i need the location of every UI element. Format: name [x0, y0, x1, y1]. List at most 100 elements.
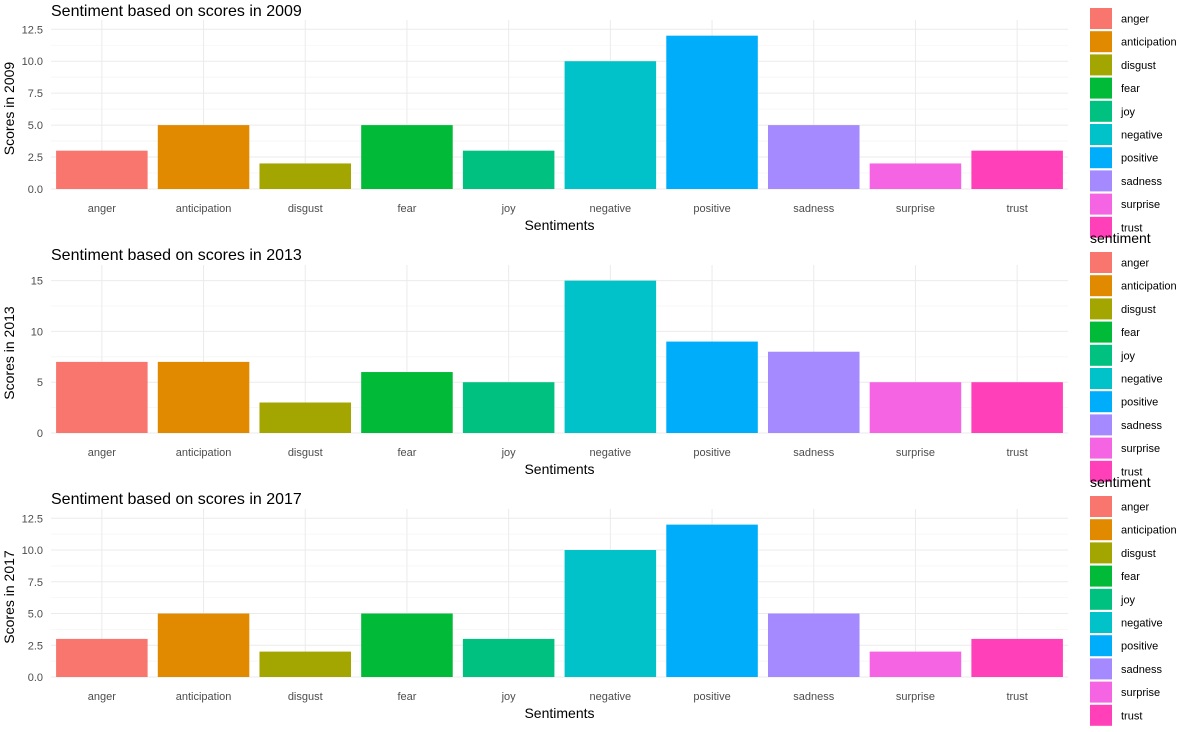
legend-label: surprise [1121, 443, 1160, 455]
legend-label: anger [1121, 502, 1149, 514]
x-tick-label: positive [693, 691, 730, 703]
bar-trust [971, 382, 1063, 433]
legend-key-joy [1090, 588, 1112, 610]
legend-key-trust [1090, 460, 1112, 482]
bar-surprise [869, 382, 962, 433]
bar-anger [56, 361, 148, 433]
y-tick-label: 5 [37, 377, 43, 389]
y-tick-label: 7.5 [28, 577, 43, 589]
legend-key-negative [1090, 124, 1112, 145]
legend-key-sadness [1090, 414, 1112, 436]
legend-label: sadness [1121, 176, 1162, 188]
bar-disgust [259, 402, 352, 433]
y-axis-label: Scores in 2013 [1, 306, 17, 400]
legend-label: surprise [1121, 199, 1160, 211]
legend-label: anticipation [1121, 37, 1177, 49]
chart-title: Sentiment based on scores in 2017 [51, 491, 302, 508]
x-tick-label: negative [590, 691, 632, 703]
bar-anticipation [157, 361, 250, 433]
legend-label: trust [1121, 710, 1142, 722]
legend-key-disgust [1090, 54, 1112, 76]
x-tick-label: anger [88, 691, 116, 703]
x-axis-label: Sentiments [524, 461, 594, 477]
legend-title: sentiment [1090, 230, 1151, 246]
legend-label: disgust [1121, 548, 1156, 560]
y-tick-label: 10.0 [22, 56, 43, 68]
legend-label: fear [1121, 571, 1140, 583]
bar-fear [361, 613, 453, 677]
legend-label: joy [1120, 350, 1136, 362]
x-tick-label: trust [1006, 447, 1027, 459]
legend-label: anticipation [1121, 525, 1177, 537]
y-tick-label: 0 [37, 428, 43, 440]
bar-anger [56, 638, 148, 677]
bar-surprise [869, 163, 962, 189]
legend-title: sentiment [1090, 474, 1151, 490]
legend-key-trust [1090, 704, 1112, 726]
x-tick-label: sadness [793, 447, 834, 459]
legend-key-positive [1090, 391, 1112, 413]
legend-label: negative [1121, 618, 1163, 630]
y-tick-label: 2.5 [28, 640, 43, 652]
y-tick-label: 0.0 [28, 184, 43, 196]
y-tick-label: 5.0 [28, 609, 43, 621]
legend-key-joy [1090, 100, 1112, 122]
legend-key-joy [1090, 344, 1112, 366]
legend-label: fear [1121, 83, 1140, 95]
y-axis-label: Scores in 2009 [1, 62, 17, 156]
x-tick-label: fear [397, 447, 416, 459]
legend-key-sadness [1090, 658, 1112, 680]
bar-positive [666, 35, 758, 189]
legend-key-fear [1090, 321, 1112, 343]
legend-key-fear [1090, 565, 1112, 587]
bar-sadness [767, 351, 860, 433]
bar-sadness [767, 613, 860, 677]
legend-label: surprise [1121, 687, 1160, 699]
x-tick-label: disgust [288, 691, 323, 703]
bar-fear [361, 125, 453, 189]
legend-label: negative [1121, 130, 1163, 142]
x-tick-label: trust [1006, 691, 1027, 703]
legend-key-positive [1090, 635, 1112, 657]
legend-label: sadness [1121, 664, 1162, 676]
bar-surprise [869, 651, 962, 677]
x-tick-label: disgust [288, 203, 323, 215]
x-tick-label: anticipation [176, 203, 232, 215]
x-tick-label: anticipation [176, 447, 232, 459]
legend-label: positive [1121, 641, 1158, 653]
bar-joy [462, 638, 555, 677]
bar-anticipation [157, 125, 250, 189]
x-tick-label: joy [501, 447, 517, 459]
bar-joy [462, 150, 555, 189]
legend-key-fear [1090, 77, 1112, 99]
bar-sadness [767, 125, 860, 189]
legend-key-anticipation [1090, 275, 1112, 297]
chart-title: Sentiment based on scores in 2013 [51, 247, 302, 264]
legend-key-trust [1090, 216, 1112, 238]
x-tick-label: joy [501, 203, 517, 215]
x-tick-label: fear [397, 691, 416, 703]
x-tick-label: positive [693, 203, 730, 215]
x-tick-label: anticipation [176, 691, 232, 703]
x-tick-label: disgust [288, 447, 323, 459]
legend-key-surprise [1090, 437, 1112, 459]
x-axis-label: Sentiments [524, 217, 594, 233]
legend-label: anticipation [1121, 281, 1177, 293]
x-tick-label: surprise [896, 691, 935, 703]
legend-label: joy [1120, 594, 1136, 606]
legend-label: fear [1121, 327, 1140, 339]
bar-disgust [259, 651, 352, 677]
y-tick-label: 0.0 [28, 672, 43, 684]
legend-label: negative [1121, 374, 1163, 386]
x-tick-label: surprise [896, 203, 935, 215]
y-tick-label: 2.5 [28, 152, 43, 164]
bar-anger [56, 150, 148, 189]
x-tick-label: sadness [793, 691, 834, 703]
legend-label: disgust [1121, 60, 1156, 72]
bar-trust [971, 150, 1063, 189]
y-tick-label: 12.5 [22, 24, 43, 36]
legend-label: trust [1121, 466, 1142, 478]
bar-joy [462, 382, 555, 433]
legend-key-disgust [1090, 542, 1112, 564]
